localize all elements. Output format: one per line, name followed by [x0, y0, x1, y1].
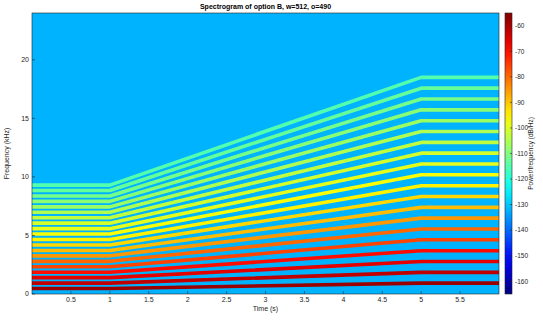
harmonic-line — [32, 175, 499, 234]
x-tick-label: 3.5 — [300, 296, 310, 303]
x-tick — [382, 291, 383, 294]
y-tick — [32, 59, 35, 60]
y-axis-label: Frequency (kHz) — [3, 128, 11, 180]
colorbar-tick-label: -90 — [515, 99, 525, 106]
y-tick — [32, 176, 35, 177]
x-tick-label: 4 — [341, 296, 345, 303]
colorbar-tick-label: -150 — [515, 252, 528, 259]
chart: Spectrogram of option B, w=512, o=490 0.5… — [0, 0, 543, 324]
x-tick — [265, 291, 266, 294]
colorbar — [505, 13, 512, 294]
y-tick — [32, 118, 35, 119]
colorbar-tick — [510, 179, 512, 180]
y-tick — [32, 294, 35, 295]
x-tick — [343, 291, 344, 294]
colorbar-tick — [510, 25, 512, 26]
colorbar-label: Power/frequency (dB/Hz) — [527, 117, 535, 190]
colorbar-tick — [510, 255, 512, 256]
title: Spectrogram of option B, w=512, o=490 — [200, 3, 331, 11]
colorbar-tick-label: -130 — [515, 201, 528, 208]
x-tick — [109, 291, 110, 294]
y-tick-label: 20 — [21, 56, 29, 63]
y-tick — [32, 235, 35, 236]
harmonic-line — [32, 229, 499, 261]
background — [32, 13, 499, 294]
colorbar-tick-label: -80 — [515, 73, 525, 80]
x-tick-label: 2.5 — [222, 296, 232, 303]
plot-frame — [32, 13, 499, 294]
colorbar-tick — [510, 230, 512, 231]
x-tick-label: 5.5 — [455, 296, 465, 303]
x-tick-label: 3 — [264, 296, 268, 303]
y-tick-label: 5 — [25, 232, 29, 239]
colorbar-tick — [510, 76, 512, 77]
x-tick — [226, 291, 227, 294]
x-tick — [460, 291, 461, 294]
plot-area — [32, 13, 499, 294]
x-tick-label: 1 — [108, 296, 112, 303]
colorbar-tick — [510, 102, 512, 103]
colorbar-tick — [510, 204, 512, 205]
x-tick — [421, 291, 422, 294]
colorbar-tick-label: -120 — [515, 175, 528, 182]
colorbar-tick-label: -100 — [515, 124, 528, 131]
y-tick-label: 15 — [21, 115, 29, 122]
x-tick — [304, 291, 305, 294]
x-tick — [187, 291, 188, 294]
colorbar-tick — [510, 281, 512, 282]
x-tick-label: 4.5 — [377, 296, 387, 303]
x-tick — [70, 291, 71, 294]
colorbar-tick-label: -160 — [515, 278, 528, 285]
x-tick-label: 2 — [186, 296, 190, 303]
colorbar-tick-label: -70 — [515, 48, 525, 55]
harmonic-line — [32, 186, 499, 240]
colorbar-tick-label: -60 — [515, 22, 525, 29]
x-tick-label: 1.5 — [144, 296, 154, 303]
harmonic-line — [32, 261, 499, 277]
colorbar-tick — [510, 51, 512, 52]
colorbar-tick — [510, 127, 512, 128]
y-tick-label: 10 — [21, 173, 29, 180]
colorbar-tick-label: -140 — [515, 226, 528, 233]
x-tick — [148, 291, 149, 294]
y-tick-label: 0 — [25, 290, 29, 297]
x-tick-label: 0.5 — [66, 296, 76, 303]
x-tick-label: 5 — [419, 296, 423, 303]
harmonic-line — [32, 283, 499, 288]
colorbar-tick — [510, 153, 512, 154]
x-axis-label: Time (s) — [253, 305, 278, 313]
colorbar-tick-label: -110 — [515, 150, 528, 157]
